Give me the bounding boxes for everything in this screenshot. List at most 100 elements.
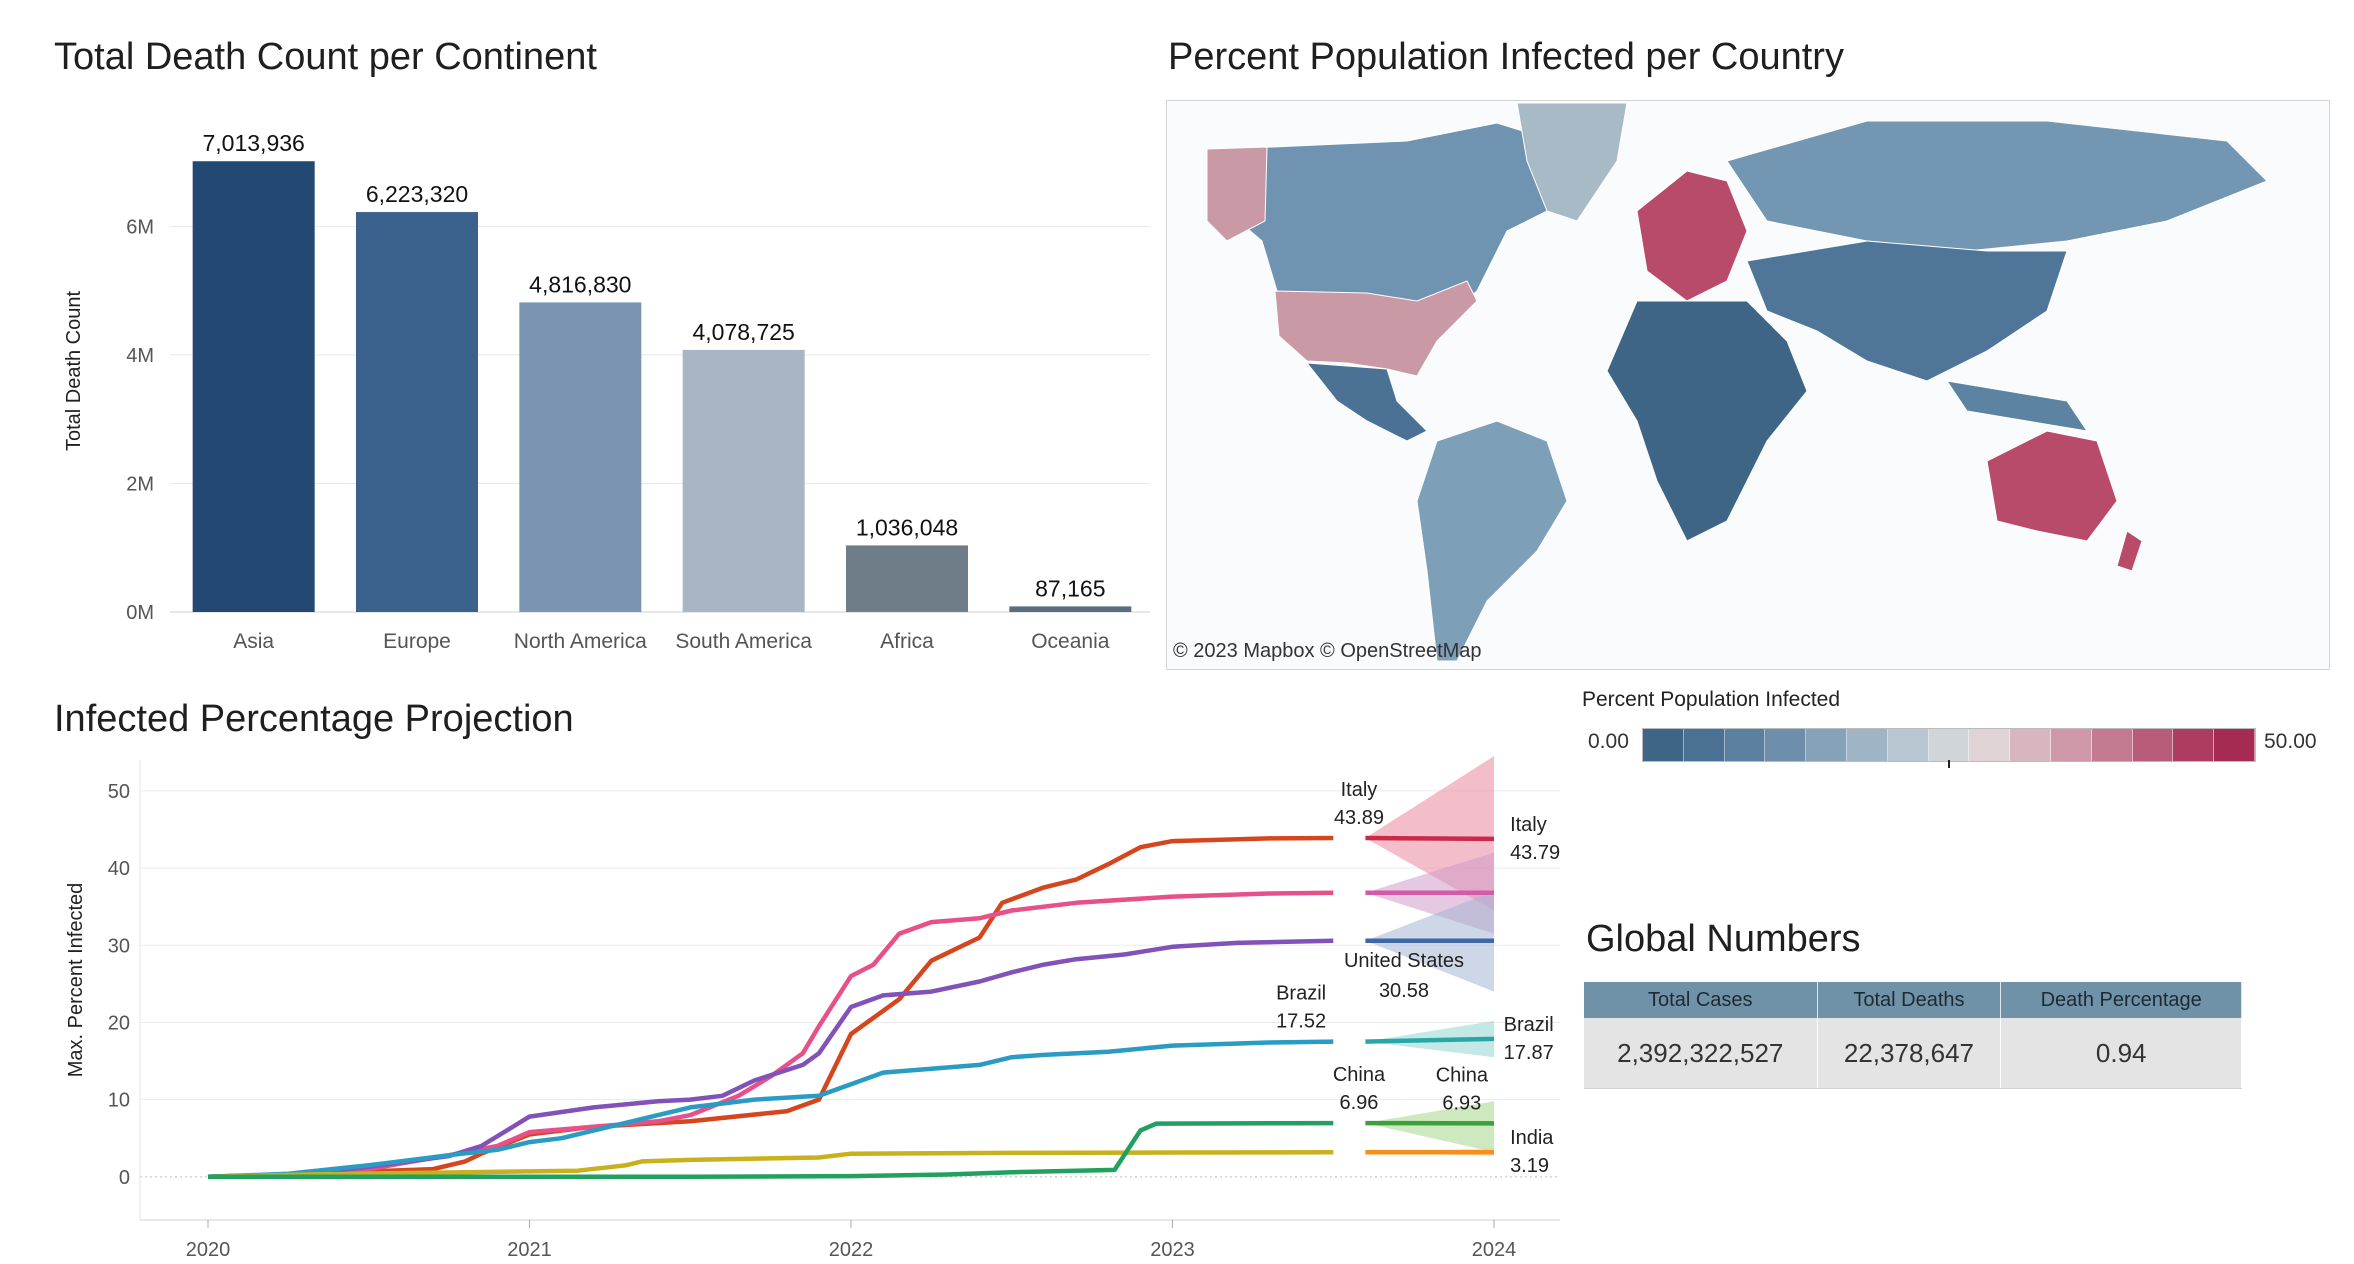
annotation-value: 6.93 (1442, 1092, 1481, 1114)
infected-projection-line-chart: 0 10 20 30 40 50 2020 2021 2022 2023 2024 Max. Perc… (65, 756, 1560, 1260)
forecast-band (1365, 1101, 1494, 1153)
bar[interactable] (519, 302, 642, 612)
bar-value-label: 1,036,048 (856, 514, 958, 540)
map-new-zealand[interactable] (2116, 530, 2143, 572)
annotation-label: Italy (1510, 814, 1547, 836)
map-legend-max: 50.00 (2264, 730, 2317, 753)
legend-swatch (1969, 729, 2011, 761)
y-tick-label: 10 (108, 1090, 130, 1112)
x-tick-label: Asia (233, 630, 274, 653)
x-tick-label: Africa (880, 630, 934, 653)
bar[interactable] (192, 161, 315, 612)
y-tick-label: 0 (119, 1167, 130, 1189)
x-tick-label: 2023 (1150, 1239, 1195, 1260)
map-united-states[interactable] (1274, 280, 1478, 377)
world-map[interactable]: © 2023 Mapbox © OpenStreetMap (1166, 100, 2330, 670)
series-line[interactable] (208, 1120, 1334, 1180)
bar[interactable] (682, 349, 805, 612)
map-south-america[interactable] (1416, 420, 1568, 662)
map-legend-marker (1948, 760, 1950, 768)
map-africa[interactable] (1606, 300, 1808, 542)
map-alaska[interactable] (1206, 146, 1268, 242)
y-tick-label: 6M (126, 216, 154, 238)
x-tick-label: 2022 (829, 1239, 874, 1260)
x-tick-label: 2020 (186, 1239, 231, 1260)
legend-swatch (2132, 729, 2174, 761)
annotation-value: 43.79 (1510, 842, 1560, 864)
y-tick-label: 50 (108, 781, 130, 803)
value-death-percentage: 0.94 (2000, 1018, 2242, 1089)
forecast-line[interactable] (1365, 1036, 1495, 1044)
bar[interactable] (1009, 606, 1132, 612)
y-axis-label: Max. Percent Infected (65, 883, 87, 1078)
y-tick-label: 2M (126, 473, 154, 495)
world-map-canvas: © 2023 Mapbox © OpenStreetMap (1173, 102, 2268, 662)
series-line[interactable] (207, 890, 1334, 1180)
bar-value-label: 6,223,320 (366, 181, 468, 207)
legend-swatch (1683, 729, 1725, 761)
bar[interactable] (356, 212, 478, 612)
legend-swatch (1846, 729, 1888, 761)
annotation-label: United States (1344, 950, 1464, 972)
legend-swatch (2214, 729, 2255, 761)
header-total-deaths: Total Deaths (1817, 982, 2002, 1018)
map-asia[interactable] (1746, 240, 2068, 382)
map-australia[interactable] (1986, 430, 2118, 542)
y-tick-label: 30 (108, 935, 130, 957)
y-axis-label: Total Death Count (63, 291, 85, 452)
legend-swatch (2010, 729, 2051, 761)
x-tick-label: 2021 (507, 1239, 552, 1260)
forecast-line[interactable] (1365, 835, 1495, 842)
legend-swatch (2091, 729, 2133, 761)
map-russia[interactable] (1726, 120, 2268, 252)
annotation-label: India (1510, 1127, 1554, 1149)
bar-value-label: 4,816,830 (529, 271, 631, 297)
legend-swatch (1928, 729, 1970, 761)
header-death-percentage: Death Percentage (2000, 982, 2242, 1018)
map-legend-color-ramp (1642, 728, 2256, 762)
series-line[interactable] (207, 938, 1334, 1180)
annotation-value: 6.96 (1340, 1092, 1379, 1114)
y-tick-label: 0M (126, 602, 154, 624)
annotation-value: 43.89 (1334, 807, 1384, 829)
series-line[interactable] (207, 1149, 1334, 1180)
bar-chart-title: Total Death Count per Continent (54, 36, 597, 78)
series-line[interactable] (207, 1039, 1334, 1180)
global-numbers-table: Total Cases Total Deaths Death Percentag… (1584, 982, 2242, 1089)
map-mexico[interactable] (1305, 362, 1428, 442)
bar[interactable] (846, 545, 968, 612)
bar-value-label: 7,013,936 (203, 130, 305, 156)
legend-swatch (1806, 729, 1847, 761)
bar-value-label: 87,165 (1035, 575, 1105, 601)
header-total-cases: Total Cases (1584, 982, 1818, 1018)
y-tick-label: 40 (108, 858, 130, 880)
map-se-asia[interactable] (1945, 380, 2089, 432)
series-line[interactable] (207, 835, 1334, 1180)
map-europe[interactable] (1636, 170, 1748, 302)
y-tick-label: 20 (108, 1012, 130, 1034)
x-tick-label: Oceania (1031, 630, 1110, 653)
map-attribution: © 2023 Mapbox © OpenStreetMap (1173, 640, 1482, 662)
x-tick-label: 2024 (1472, 1239, 1517, 1260)
map-legend-title: Percent Population Infected (1582, 688, 1841, 711)
legend-swatch (1643, 729, 1684, 761)
map-legend-min: 0.00 (1588, 730, 1629, 753)
value-total-deaths: 22,378,647 (1817, 1018, 2002, 1089)
annotation-label: Brazil (1504, 1014, 1554, 1036)
x-tick-label: Europe (383, 630, 451, 653)
annotation-value: 3.19 (1510, 1155, 1549, 1177)
map-title: Percent Population Infected per Country (1168, 36, 1844, 78)
line-chart-title: Infected Percentage Projection (54, 698, 574, 740)
map-greenland[interactable] (1516, 102, 1628, 222)
legend-swatch (2173, 729, 2215, 761)
bar-value-label: 4,078,725 (693, 319, 795, 345)
value-total-cases: 2,392,322,527 (1584, 1018, 1818, 1089)
annotation-value: 17.87 (1504, 1042, 1554, 1064)
legend-swatch (1887, 729, 1929, 761)
legend-swatch (2050, 729, 2092, 761)
legend-swatch (1765, 729, 1807, 761)
global-numbers-title: Global Numbers (1586, 918, 1861, 960)
annotation-label: Italy (1341, 779, 1378, 801)
annotation-label: Brazil (1276, 983, 1326, 1005)
x-tick-label: South America (675, 630, 812, 653)
